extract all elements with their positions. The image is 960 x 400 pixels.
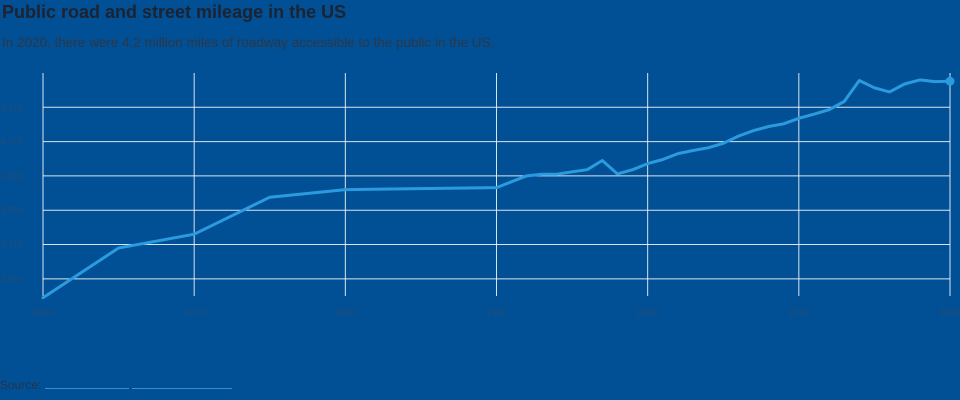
x-tick-label: 1990: [485, 308, 508, 319]
source-link-2[interactable]: [132, 376, 233, 389]
series-end-point[interactable]: [945, 76, 955, 86]
x-tick-label: 1960: [32, 308, 55, 319]
x-tick-label: 2020: [939, 308, 960, 319]
source-label: Source:: [0, 378, 42, 392]
series-line: [41, 78, 952, 300]
x-tick-label: 1980: [334, 308, 357, 319]
x-tick-label: 2010: [788, 308, 811, 319]
x-tick-label: 2000: [637, 308, 660, 319]
x-tick-label: 1970: [183, 308, 206, 319]
source-link-1[interactable]: [44, 376, 129, 389]
y-tick-label: 3.6M: [0, 274, 22, 285]
y-tick-label: 3.9M: [0, 171, 22, 182]
y-tick-label: 4.1M: [0, 103, 22, 114]
y-tick-label: 3.7M: [0, 240, 22, 251]
y-tick-label: 4.0M: [0, 137, 22, 148]
source-note: Source:: [0, 376, 233, 392]
y-tick-label: 3.8M: [0, 206, 22, 217]
chart-subtitle: In 2020, there were 4.2 million miles of…: [2, 35, 495, 50]
chart-title: Public road and street mileage in the US: [2, 2, 347, 22]
